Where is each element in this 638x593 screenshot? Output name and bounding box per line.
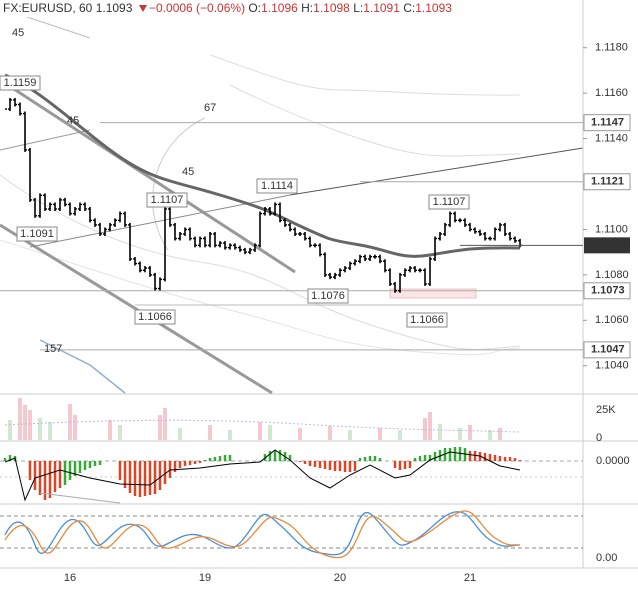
annotation-box	[428, 194, 470, 210]
bands	[0, 7, 584, 395]
volume-bars	[8, 418, 492, 440]
y-tick-label: 1.1140	[595, 132, 628, 144]
open: 1.1096	[261, 1, 298, 15]
y-tick-label: 1.1180	[595, 42, 628, 54]
annotation: 45	[67, 115, 79, 127]
level-label: 1.1047	[591, 344, 625, 356]
annotation: 45	[12, 27, 24, 39]
annotation: 1.1159	[4, 77, 37, 89]
signal-line	[39, 492, 121, 504]
high: 1.1098	[313, 1, 350, 15]
change: −0.0006 (−0.06%)	[149, 1, 245, 15]
y-tick-label: 1.1060	[595, 314, 629, 326]
down-arrow	[139, 5, 147, 12]
annotation-box	[134, 309, 176, 325]
level-box	[583, 173, 631, 191]
zone	[389, 288, 477, 299]
annotation-box	[0, 75, 41, 91]
symbol: FX:EURUSD, 60	[3, 1, 93, 15]
annotation: 45	[182, 166, 194, 178]
y-tick-label: 1.1160	[595, 87, 628, 99]
macd-tick: 0.0000	[596, 455, 630, 467]
x-tick-label: 20	[334, 572, 346, 584]
trend-line-ext	[289, 147, 584, 196]
upper-band	[209, 54, 521, 96]
level-label: 1.1073	[591, 285, 625, 297]
header-bg	[0, 0, 480, 17]
volume-tick: 0	[596, 432, 602, 444]
macd-line	[4, 449, 521, 502]
y-tick-label: 1.1100	[595, 223, 628, 235]
open-label: O:	[248, 1, 261, 15]
level-box	[583, 282, 631, 300]
stoch-tick: 0.00	[596, 552, 617, 564]
header: FX:EURUSD, 60 1.1093	[3, 1, 133, 15]
annotation-box	[16, 226, 58, 242]
channel-mid	[0, 129, 91, 151]
channel-top	[0, 78, 296, 274]
stoch-k	[4, 511, 521, 556]
annotation: 67	[204, 102, 216, 114]
channel-bottom	[0, 223, 273, 395]
annotation: 1.1091	[20, 228, 54, 240]
header-values: −0.0006 (−0.06%) O:1.1096 H:1.1098 L:1.1…	[149, 1, 452, 15]
annotation: 1.1107	[433, 196, 466, 208]
y-tick-label: 1.1040	[595, 360, 629, 372]
annotation-box	[307, 288, 349, 304]
stoch-d	[4, 510, 521, 559]
annotation: 1.1076	[311, 290, 345, 302]
mid-band	[229, 84, 521, 157]
close: 1.1093	[415, 1, 452, 15]
level-label: 1.1147	[591, 117, 624, 129]
annotation: 1.1066	[410, 314, 444, 326]
moving-average	[4, 73, 521, 258]
annotation: 1.1066	[138, 311, 172, 323]
level-box	[583, 114, 631, 132]
lower-band-2	[0, 239, 521, 356]
x-tick-label: 21	[464, 572, 476, 584]
low-label: L:	[353, 1, 363, 15]
high-label: H:	[301, 1, 313, 15]
lower-band	[0, 174, 521, 350]
pane-frames	[0, 0, 638, 569]
y-tick-label: 1.1080	[595, 269, 629, 281]
x-tick-label: 16	[64, 572, 76, 584]
close-label: C:	[403, 1, 415, 15]
price: 1.1093	[96, 1, 133, 15]
annotation-box	[256, 178, 298, 194]
level-box	[583, 341, 631, 359]
blue-line	[39, 339, 126, 394]
annotation-box	[406, 312, 448, 328]
annotation: 1.1114	[261, 180, 293, 192]
volume-tick: 25K	[596, 404, 616, 416]
last-price-label: 1.1093	[591, 239, 625, 251]
annotation-box	[146, 192, 188, 208]
annotation: 1.1107	[151, 194, 184, 206]
annotation: 157	[44, 343, 62, 355]
low: 1.1091	[363, 1, 400, 15]
level-label: 1.1121	[591, 176, 624, 188]
x-tick-label: 19	[199, 572, 211, 584]
last-price-box	[584, 237, 630, 254]
